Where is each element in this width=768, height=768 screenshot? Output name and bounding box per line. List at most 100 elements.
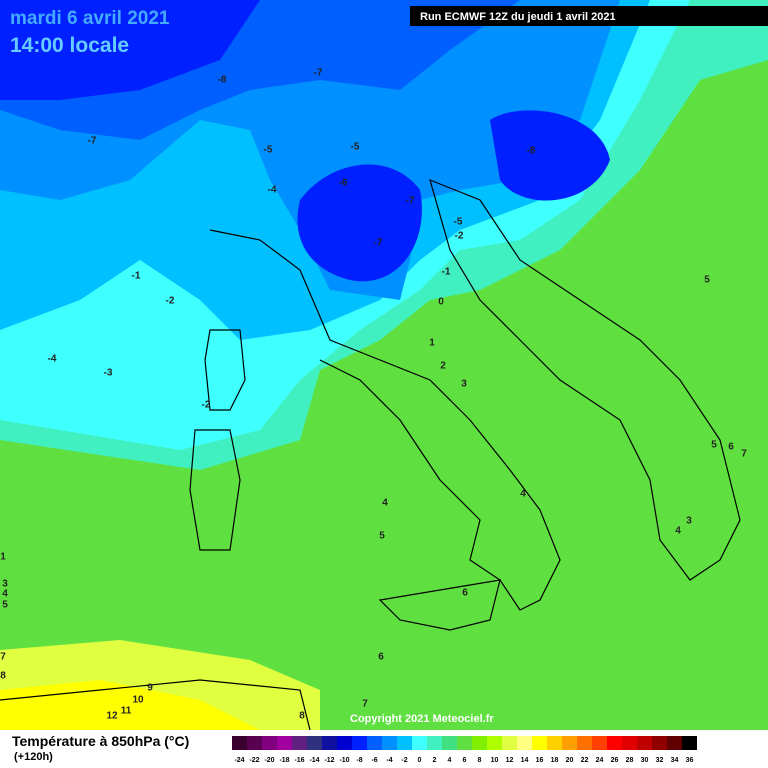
contour-label: 7: [741, 449, 747, 460]
colorbar-label: 8: [478, 757, 482, 764]
contour-label: 6: [728, 442, 734, 453]
colorbar-swatch: [607, 736, 622, 750]
contour-label: 11: [121, 706, 132, 717]
colorbar-label: -2: [401, 757, 407, 764]
colorbar-label: -18: [279, 757, 289, 764]
colorbar-label: 24: [596, 757, 604, 764]
coastlines: [0, 178, 741, 731]
contour-label: 4: [382, 498, 388, 509]
contour-label: 9: [147, 683, 153, 694]
zone-cold-north: [0, 0, 260, 100]
colorbar-label: 30: [641, 757, 649, 764]
colorbar-label: -24: [234, 757, 244, 764]
colorbar-label: 28: [626, 757, 634, 764]
map-time: 14:00 locale: [10, 34, 129, 57]
colorbar-swatch: [652, 736, 667, 750]
colorbar-swatch: [622, 736, 637, 750]
colorbar-label: 36: [686, 757, 694, 764]
colorbar-swatch: [667, 736, 682, 750]
colorbar-swatch: [502, 736, 517, 750]
colorbar-label: 16: [536, 757, 544, 764]
colorbar-swatch: [337, 736, 352, 750]
colorbar-swatch: [307, 736, 322, 750]
colorbar-swatch: [427, 736, 442, 750]
run-info: Run ECMWF 12Z du jeudi 1 avril 2021: [420, 11, 616, 23]
contour-label: -7: [88, 136, 97, 147]
contour-label: 5: [704, 275, 710, 286]
contour-label: -8: [218, 75, 227, 86]
legend-title: Température à 850hPa (°C): [12, 733, 189, 749]
contour-label: -5: [264, 145, 273, 156]
colorbar-label: -14: [309, 757, 319, 764]
contour-label: 0: [438, 297, 444, 308]
contour-label: -6: [339, 178, 348, 189]
contour-label: 5: [2, 600, 8, 611]
contour-label: -8: [527, 146, 536, 157]
contour-label: 5: [379, 531, 385, 542]
contour-label: -3: [104, 368, 113, 379]
colorbar-label: -12: [324, 757, 334, 764]
colorbar-swatch: [442, 736, 457, 750]
contour-label: 5: [711, 440, 717, 451]
contour-label: 6: [462, 588, 468, 599]
colorbar-swatch: [532, 736, 547, 750]
contour-label: -7: [314, 68, 323, 79]
run-banner: [410, 6, 768, 26]
colorbar-label: 4: [448, 757, 452, 764]
contour-label: 10: [132, 695, 144, 706]
map-date: mardi 6 avril 2021: [10, 8, 170, 29]
colorbar-label: 12: [506, 757, 514, 764]
colorbar-swatch: [367, 736, 382, 750]
copyright: Copyright 2021 Meteociel.fr: [350, 713, 494, 725]
contour-label: -1: [442, 267, 451, 278]
colorbar-swatch: [562, 736, 577, 750]
contour-label: 12: [106, 711, 118, 722]
contour-label: 1: [429, 338, 435, 349]
contour-label: 8: [0, 671, 6, 682]
colorbar-label: -22: [249, 757, 259, 764]
colorbar-label: 0: [418, 757, 422, 764]
colorbar-label: 6: [463, 757, 467, 764]
colorbar-swatch: [277, 736, 292, 750]
colorbar-swatch: [457, 736, 472, 750]
contour-label: 6: [378, 652, 384, 663]
colorbar-swatch: [487, 736, 502, 750]
contour-label: -4: [48, 354, 57, 365]
colorbar-label: -4: [386, 757, 392, 764]
contour-label: -2: [166, 296, 175, 307]
colorbar-label: 10: [491, 757, 499, 764]
colorbar-label: 2: [433, 757, 437, 764]
colorbar-swatch: [322, 736, 337, 750]
contour-label: 1: [0, 552, 6, 563]
contour-label: -5: [351, 142, 360, 153]
contour-label: 4: [2, 589, 8, 600]
contour-label: 7: [0, 652, 6, 663]
colorbar-swatch: [292, 736, 307, 750]
contour-label: 3: [2, 579, 8, 590]
colorbar: -24 -22 -20 -18 -16 -14 -12 -10 -8 -6 -4 -2 0 2 4 6 8 10 1…: [232, 736, 697, 764]
colorbar-swatch: [262, 736, 277, 750]
contour-label: 3: [461, 379, 467, 390]
colorbar-swatch: [247, 736, 262, 750]
colorbar-swatch: [517, 736, 532, 750]
contour-label: 3: [686, 516, 692, 527]
contour-label: -7: [406, 196, 415, 207]
contour-label: 4: [675, 526, 681, 537]
colorbar-label: 22: [581, 757, 589, 764]
colorbar-swatch: [382, 736, 397, 750]
colorbar-swatch: [547, 736, 562, 750]
zone-hot: [0, 680, 260, 730]
colorbar-swatch: [232, 736, 247, 750]
colorbar-swatch: [637, 736, 652, 750]
contour-label: -7: [374, 238, 383, 249]
colorbar-label: 14: [521, 757, 529, 764]
contour-label: -2: [455, 231, 464, 242]
contour-label: 8: [299, 711, 305, 722]
colorbar-swatch: [352, 736, 367, 750]
colorbar-label: 26: [611, 757, 619, 764]
contour-labels: -8-7-7-5 -5-6-4-7-7-8-5-2-1-1-2 0123-4-3-2…: [0, 68, 747, 722]
contour-label: -5: [454, 217, 463, 228]
contour-label: -4: [268, 185, 277, 196]
contour-label: -2: [202, 400, 211, 411]
